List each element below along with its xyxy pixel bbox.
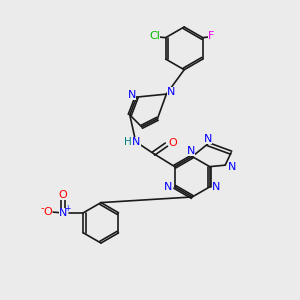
Text: O: O: [169, 138, 177, 148]
Text: N: N: [227, 162, 236, 172]
Text: +: +: [64, 204, 70, 213]
Text: N: N: [164, 182, 172, 192]
Text: H: H: [124, 137, 131, 147]
Text: N: N: [167, 87, 176, 97]
Text: N: N: [128, 90, 136, 100]
Text: N: N: [203, 134, 212, 144]
Text: N: N: [187, 146, 195, 156]
Text: F: F: [208, 32, 214, 41]
Text: O: O: [59, 190, 68, 200]
Text: O: O: [44, 207, 52, 217]
Text: N: N: [59, 208, 68, 218]
Text: Cl: Cl: [149, 32, 160, 41]
Text: N: N: [132, 137, 140, 147]
Text: N: N: [212, 182, 220, 192]
Text: -: -: [41, 203, 44, 213]
